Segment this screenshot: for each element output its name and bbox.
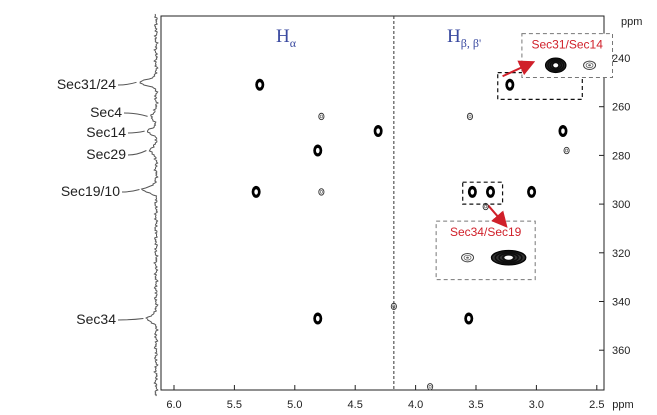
arrows (487, 60, 536, 228)
arrow (487, 204, 508, 228)
y-tick-label: 240 (612, 53, 630, 65)
projection-label-sec29: Sec29 (86, 146, 126, 162)
inset: Sec31/Sec14 (521, 33, 614, 78)
inset-frame (521, 33, 614, 78)
y-tick-label: 340 (612, 297, 630, 309)
highlight-box (462, 181, 504, 205)
projection-label-sec4: Sec4 (90, 104, 122, 120)
peak (251, 185, 261, 198)
projection-connector (117, 81, 137, 86)
x-axis-unit: ppm (612, 399, 633, 411)
projection-connector (121, 189, 140, 193)
peak (527, 185, 537, 198)
x-tick-label: 3.5 (468, 399, 483, 411)
projection-connector (127, 130, 145, 134)
peak (318, 188, 325, 196)
x-tick-label: 5.0 (287, 399, 302, 411)
y-axis-unit: ppm (621, 16, 642, 28)
inset-peak (490, 249, 527, 266)
highlight-boxes (462, 72, 583, 205)
inset-peak (544, 57, 567, 74)
region-label-h-alpha: Hα (276, 26, 297, 50)
x-tick-label: 2.5 (589, 399, 604, 411)
peak (467, 185, 477, 198)
peak (466, 112, 474, 121)
peak (313, 144, 323, 157)
x-tick-label: 4.5 (348, 399, 363, 411)
peak (482, 202, 489, 211)
projection-label-sec14: Sec14 (86, 124, 126, 140)
peak (464, 312, 474, 325)
inset-title: Sec31/Sec14 (532, 38, 604, 52)
insets: Sec31/Sec14 Sec34/Sec19 (435, 33, 614, 281)
projection-labels: Sec31/24 Sec4 Sec14 Sec29 Sec19/10 Sec34 (57, 76, 126, 327)
peak (373, 125, 383, 138)
y-tick-label: 280 (612, 150, 630, 162)
projection-connectors (117, 81, 148, 321)
projection-connector (127, 150, 147, 156)
peak (318, 112, 325, 121)
inset: Sec34/Sec19 (435, 220, 536, 281)
projection-connector (123, 112, 148, 117)
projection-trace (139, 13, 160, 397)
plot-frame (160, 15, 605, 391)
peaks (251, 78, 570, 391)
x-tick-label: 3.0 (529, 399, 544, 411)
inset-peak (461, 252, 475, 263)
peak (255, 78, 265, 91)
x-tick-label: 5.5 (227, 399, 242, 411)
y-tick-label: 360 (612, 345, 630, 357)
inset-frame (435, 220, 536, 281)
peak (505, 78, 515, 91)
y-tick-label: 260 (612, 102, 630, 114)
inset-peak (583, 60, 597, 71)
y-tick-label: 300 (612, 199, 630, 211)
x-axis: 6.0 5.5 5.0 4.5 4.0 3.5 3.0 2.5 (166, 385, 604, 411)
peak (563, 146, 570, 155)
projection-label-sec19-10: Sec19/10 (61, 183, 120, 199)
peak (390, 302, 397, 311)
y-tick-label: 320 (612, 248, 630, 260)
arrow (502, 60, 536, 78)
x-tick-label: 4.0 (408, 399, 423, 411)
y-axis: 240 260 280 300 320 340 360 (599, 53, 630, 357)
peak (558, 125, 568, 138)
projection-label-sec34: Sec34 (76, 311, 116, 327)
peak (485, 185, 495, 198)
inset-title: Sec34/Sec19 (450, 225, 522, 239)
peak (313, 312, 323, 325)
peak (427, 383, 434, 391)
x-tick-label: 6.0 (166, 399, 181, 411)
projection-label-sec31-24: Sec31/24 (57, 76, 116, 92)
projection-connector (117, 318, 144, 321)
region-label-h-beta: Hβ, β' (447, 26, 481, 50)
